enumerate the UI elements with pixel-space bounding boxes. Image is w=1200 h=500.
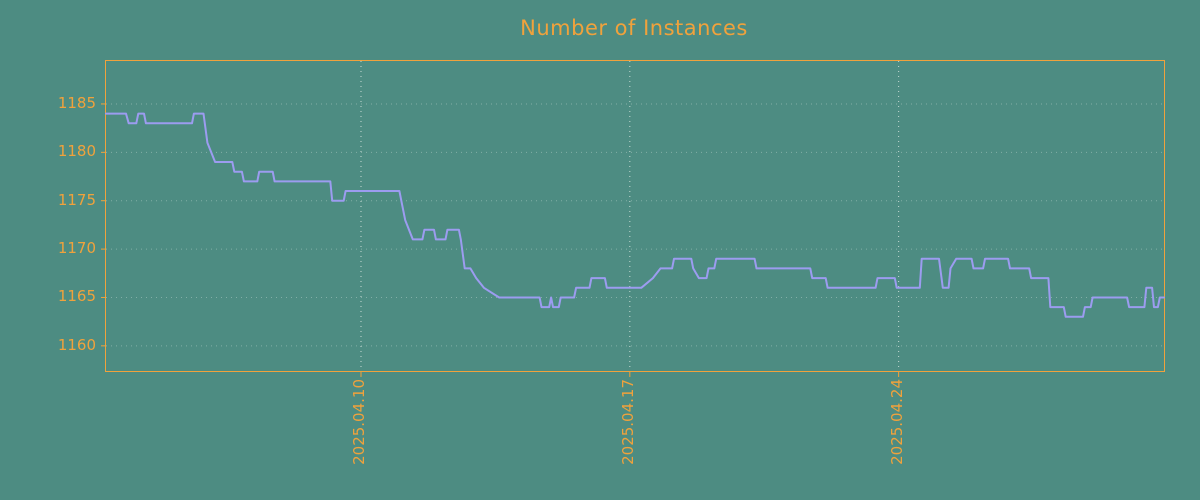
x-tick-label: 2025.04.10 bbox=[349, 379, 368, 465]
y-tick-label: 1170 bbox=[57, 239, 96, 258]
y-tick-label: 1175 bbox=[57, 190, 96, 209]
series-instances-line bbox=[105, 112, 1165, 318]
x-tick-label: 2025.04.24 bbox=[887, 379, 906, 465]
y-tick-label: 1180 bbox=[57, 142, 96, 161]
chart-title: Number of Instances bbox=[520, 16, 748, 40]
line-chart-svg bbox=[101, 61, 1165, 377]
x-tick-label: 2025.04.17 bbox=[618, 379, 637, 465]
y-tick-label: 1160 bbox=[57, 335, 96, 354]
plot-area bbox=[101, 60, 1165, 377]
y-tick-label: 1185 bbox=[57, 93, 96, 112]
y-tick-label: 1165 bbox=[57, 287, 96, 306]
